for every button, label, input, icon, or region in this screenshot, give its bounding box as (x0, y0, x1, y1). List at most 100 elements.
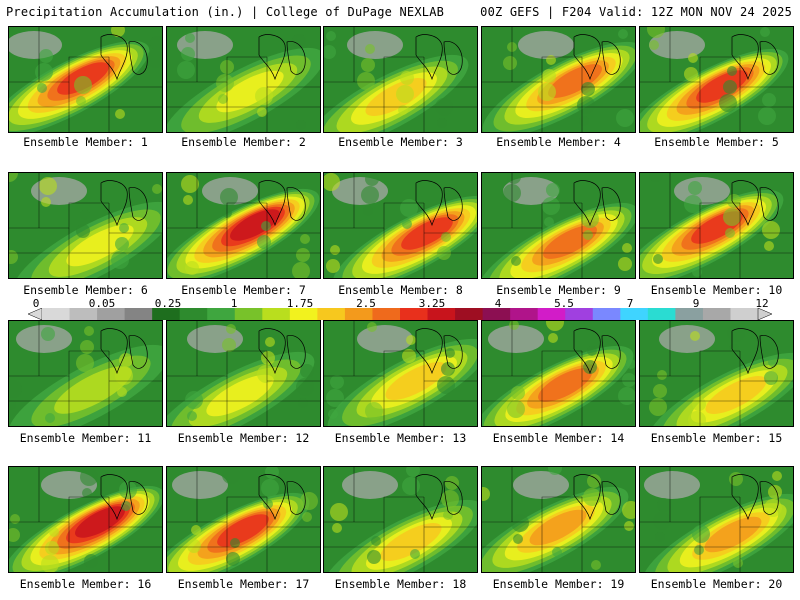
colorbar-swatch (207, 308, 236, 320)
precip-map-10 (640, 173, 793, 278)
precip-map-15 (640, 321, 793, 426)
precip-map-17 (167, 467, 320, 572)
colorbar-swatch (69, 308, 98, 320)
colorbar-swatch (565, 308, 594, 320)
colorbar-tick-label: 7 (626, 297, 634, 310)
ensemble-panel-19[interactable] (481, 466, 636, 573)
ensemble-panel-15[interactable] (639, 320, 794, 427)
colorbar-tick-label: 0.25 (154, 297, 182, 310)
colorbar-swatch (455, 308, 484, 320)
ensemble-panel-18[interactable] (323, 466, 478, 573)
ensemble-member-label: Ensemble Member: 17 (177, 577, 310, 591)
colorbar-swatch (427, 308, 456, 320)
colorbar-tick-label: 1 (230, 297, 238, 310)
precip-map-2 (167, 27, 320, 132)
ensemble-member-label: Ensemble Member: 3 (338, 135, 463, 149)
ensemble-member-label: Ensemble Member: 20 (650, 577, 783, 591)
ensemble-member-label: Ensemble Member: 6 (23, 283, 148, 297)
ensemble-member-label: Ensemble Member: 10 (650, 283, 783, 297)
ensemble-panel-6[interactable] (8, 172, 163, 279)
colorbar-tick-label: 4 (494, 297, 502, 310)
colorbar-swatch (124, 308, 153, 320)
colorbar-swatch (344, 308, 373, 320)
ensemble-panel-20[interactable] (639, 466, 794, 573)
colorbar-swatch (152, 308, 181, 320)
ensemble-panel-3[interactable] (323, 26, 478, 133)
colorbar-swatch (179, 308, 208, 320)
colorbar-swatch (675, 308, 704, 320)
ensemble-member-label: Ensemble Member: 19 (492, 577, 625, 591)
ensemble-member-label: Ensemble Member: 11 (19, 431, 152, 445)
precip-map-20 (640, 467, 793, 572)
ensemble-panel-11[interactable] (8, 320, 163, 427)
precip-map-19 (482, 467, 635, 572)
precip-map-6 (9, 173, 162, 278)
ensemble-panel-14[interactable] (481, 320, 636, 427)
precip-map-1 (9, 27, 162, 132)
model-run-info: 00Z GEFS | F204 Valid: 12Z MON NOV 24 20… (480, 5, 792, 19)
colorbar-swatch (317, 308, 346, 320)
ensemble-panel-9[interactable] (481, 172, 636, 279)
ensemble-panel-1[interactable] (8, 26, 163, 133)
colorbar-tick-label: 3.25 (418, 297, 446, 310)
ensemble-panel-17[interactable] (166, 466, 321, 573)
colorbar-swatch (42, 308, 71, 320)
ensemble-panel-5[interactable] (639, 26, 794, 133)
colorbar-tick-label: 9 (692, 297, 700, 310)
ensemble-member-label: Ensemble Member: 13 (334, 431, 467, 445)
colorbar-swatch (537, 308, 566, 320)
ensemble-member-label: Ensemble Member: 18 (334, 577, 467, 591)
precip-map-14 (482, 321, 635, 426)
precip-map-12 (167, 321, 320, 426)
ensemble-member-label: Ensemble Member: 15 (650, 431, 783, 445)
precip-map-18 (324, 467, 477, 572)
colorbar-swatch (510, 308, 539, 320)
colorbar-swatch (97, 308, 126, 320)
ensemble-member-label: Ensemble Member: 9 (496, 283, 621, 297)
precip-map-11 (9, 321, 162, 426)
ensemble-member-label: Ensemble Member: 12 (177, 431, 310, 445)
colorbar-swatch (702, 308, 731, 320)
ensemble-member-label: Ensemble Member: 2 (181, 135, 306, 149)
ensemble-member-label: Ensemble Member: 5 (654, 135, 779, 149)
ensemble-panel-4[interactable] (481, 26, 636, 133)
colorbar-swatch (647, 308, 676, 320)
colorbar-tick-label: 0 (32, 297, 40, 310)
colorbar-tick-label: 2.5 (356, 297, 376, 310)
precip-map-5 (640, 27, 793, 132)
colorbar-swatch (620, 308, 649, 320)
precip-map-4 (482, 27, 635, 132)
precip-map-3 (324, 27, 477, 132)
precip-map-7 (167, 173, 320, 278)
ensemble-panel-13[interactable] (323, 320, 478, 427)
colorbar-swatch (400, 308, 429, 320)
colorbar-tick-label: 1.75 (286, 297, 314, 310)
ensemble-panel-2[interactable] (166, 26, 321, 133)
ensemble-member-label: Ensemble Member: 1 (23, 135, 148, 149)
ensemble-member-label: Ensemble Member: 7 (181, 283, 306, 297)
precip-map-8 (324, 173, 477, 278)
colorbar-swatch (289, 308, 318, 320)
colorbar-tick-label: 5.5 (554, 297, 574, 310)
colorbar-swatch (372, 308, 401, 320)
precip-map-9 (482, 173, 635, 278)
colorbar-swatch (730, 308, 759, 320)
ensemble-panel-8[interactable] (323, 172, 478, 279)
chart-title: Precipitation Accumulation (in.) | Colle… (6, 5, 445, 19)
colorbar (28, 308, 772, 320)
precip-map-13 (324, 321, 477, 426)
colorbar-swatch (234, 308, 263, 320)
ensemble-panel-12[interactable] (166, 320, 321, 427)
colorbar-swatch (482, 308, 511, 320)
ensemble-panel-16[interactable] (8, 466, 163, 573)
colorbar-swatch (262, 308, 291, 320)
colorbar-tick-label: 12 (755, 297, 769, 310)
ensemble-panel-10[interactable] (639, 172, 794, 279)
ensemble-panel-7[interactable] (166, 172, 321, 279)
colorbar-tick-label: 0.05 (88, 297, 116, 310)
ensemble-member-label: Ensemble Member: 14 (492, 431, 625, 445)
ensemble-member-label: Ensemble Member: 4 (496, 135, 621, 149)
colorbar-swatch (592, 308, 621, 320)
ensemble-member-label: Ensemble Member: 16 (19, 577, 152, 591)
precip-map-16 (9, 467, 162, 572)
